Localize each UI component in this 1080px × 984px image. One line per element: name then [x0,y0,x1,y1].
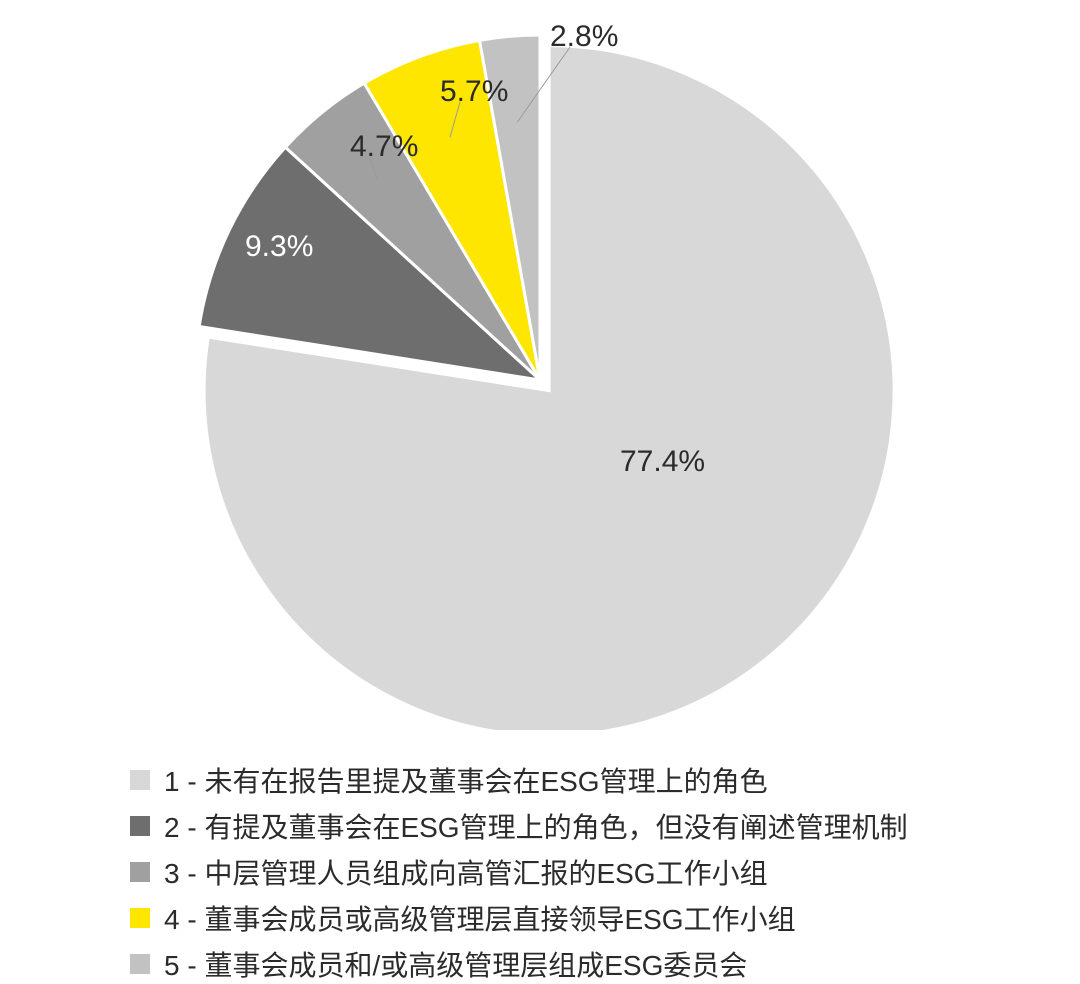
legend-item: 5 - 董事会成员和/或高级管理层组成ESG委员会 [130,944,1080,984]
slice-label: 5.7% [440,75,508,109]
legend-swatch [130,862,150,882]
legend-item: 2 - 有提及董事会在ESG管理上的角色，但没有阐述管理机制 [130,806,1080,846]
legend-item: 4 - 董事会成员或高级管理层直接领导ESG工作小组 [130,898,1080,938]
pie-svg [0,0,1080,730]
legend-item: 1 - 未有在报告里提及董事会在ESG管理上的角色 [130,760,1080,800]
legend-label: 4 - 董事会成员或高级管理层直接领导ESG工作小组 [164,898,796,938]
slice-label: 2.8% [550,20,618,54]
slice-label: 77.4% [620,445,705,479]
pie-chart: 77.4% 9.3% 4.7% 5.7% 2.8% [0,0,1080,730]
legend-label: 3 - 中层管理人员组成向高管汇报的ESG工作小组 [164,852,768,892]
slice-label: 9.3% [245,230,313,264]
legend-label: 5 - 董事会成员和/或高级管理层组成ESG委员会 [164,944,747,984]
legend-swatch [130,770,150,790]
legend: 1 - 未有在报告里提及董事会在ESG管理上的角色 2 - 有提及董事会在ESG管… [0,730,1080,984]
legend-label: 1 - 未有在报告里提及董事会在ESG管理上的角色 [164,760,768,800]
legend-swatch [130,908,150,928]
legend-item: 3 - 中层管理人员组成向高管汇报的ESG工作小组 [130,852,1080,892]
slice-label: 4.7% [350,130,418,164]
legend-swatch [130,816,150,836]
legend-label: 2 - 有提及董事会在ESG管理上的角色，但没有阐述管理机制 [164,806,908,846]
legend-swatch [130,954,150,974]
